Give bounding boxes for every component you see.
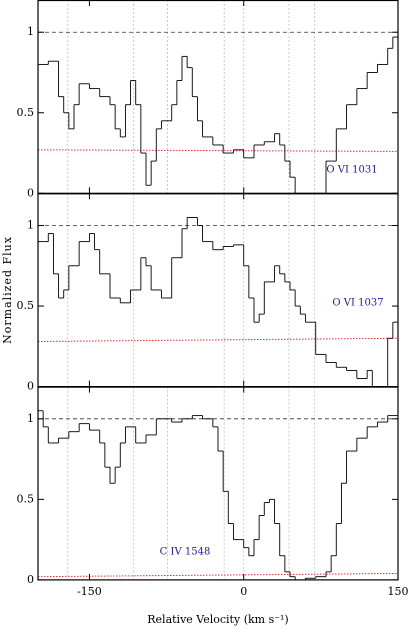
error-line	[37, 337, 399, 342]
y-tick-label: 0	[27, 380, 34, 393]
y-tick-label: 1	[27, 219, 34, 232]
line-label: O VI 1037	[332, 298, 383, 309]
panel-frame	[37, 386, 399, 581]
y-tick-label: 1	[27, 25, 34, 38]
y-tick-label: 0	[27, 573, 34, 586]
x-tick-label: 0	[240, 585, 247, 598]
y-tick-label: 0	[27, 186, 34, 199]
x-axis-title: Relative Velocity (km s⁻¹)	[147, 613, 288, 626]
error-line	[37, 572, 399, 578]
y-tick-label: 0.5	[17, 106, 35, 119]
line-label: O VI 1031	[326, 165, 377, 176]
y-tick-label: 0.5	[17, 299, 35, 312]
y-tick-label: 1	[27, 412, 34, 425]
line-label: C IV 1548	[160, 547, 211, 558]
y-axis-title: Normalized Flux	[1, 236, 14, 344]
x-tick-label: 150	[388, 585, 408, 598]
error-line	[37, 149, 399, 152]
x-tick-label: -150	[77, 585, 102, 598]
y-tick-label: 0.5	[17, 492, 35, 505]
panel-frame	[37, 193, 399, 388]
